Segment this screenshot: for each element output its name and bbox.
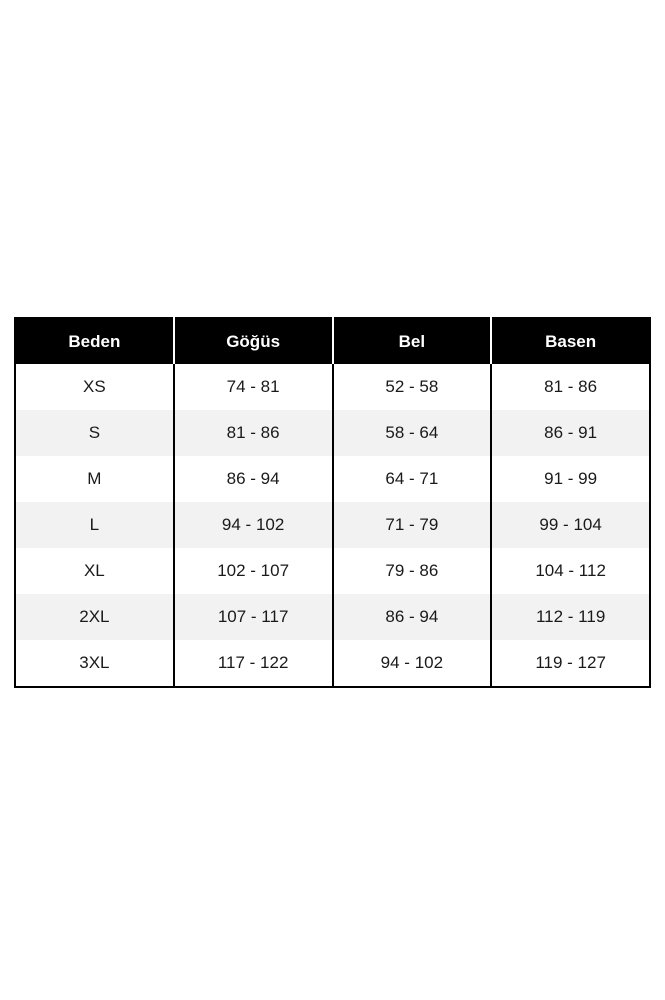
measurement-range: 117 - 122: [172, 640, 334, 688]
size-label: XL: [14, 548, 175, 594]
measurement-range: 91 - 99: [490, 456, 651, 502]
measurement-range: 81 - 86: [490, 364, 651, 410]
size-label: M: [14, 456, 175, 502]
measurement-range: 79 - 86: [331, 548, 493, 594]
measurement-range: 99 - 104: [490, 502, 651, 548]
measurement-range: 58 - 64: [331, 410, 493, 456]
measurement-range: 86 - 94: [331, 594, 493, 640]
size-table: Beden Göğüs Bel Basen XS 74 - 81 52 - 58 81 - …: [14, 317, 651, 688]
measurement-range: 104 - 112: [490, 548, 651, 594]
table-row-xs: XS 74 - 81 52 - 58 81 - 86: [14, 364, 651, 410]
size-label: 3XL: [14, 640, 175, 688]
table-row-l: L 94 - 102 71 - 79 99 - 104: [14, 502, 651, 548]
column-header-bel: Bel: [332, 317, 493, 364]
measurement-range: 107 - 117: [172, 594, 334, 640]
measurement-range: 102 - 107: [172, 548, 334, 594]
measurement-range: 94 - 102: [331, 640, 493, 688]
size-table-header: Beden Göğüs Bel Basen: [14, 317, 651, 364]
column-header-beden: Beden: [14, 317, 175, 364]
size-label: S: [14, 410, 175, 456]
size-label: L: [14, 502, 175, 548]
measurement-range: 81 - 86: [172, 410, 334, 456]
column-header-basen: Basen: [491, 317, 651, 364]
measurement-range: 86 - 94: [172, 456, 334, 502]
size-label: 2XL: [14, 594, 175, 640]
measurement-range: 64 - 71: [331, 456, 493, 502]
table-row-3xl: 3XL 117 - 122 94 - 102 119 - 127: [14, 640, 651, 688]
measurement-range: 94 - 102: [172, 502, 334, 548]
measurement-range: 74 - 81: [172, 364, 334, 410]
header-row: Beden Göğüs Bel Basen: [14, 317, 651, 364]
table-row-2xl: 2XL 107 - 117 86 - 94 112 - 119: [14, 594, 651, 640]
measurement-range: 86 - 91: [490, 410, 651, 456]
table-row-xl: XL 102 - 107 79 - 86 104 - 112: [14, 548, 651, 594]
measurement-range: 119 - 127: [490, 640, 651, 688]
size-label: XS: [14, 364, 175, 410]
size-table-body: XS 74 - 81 52 - 58 81 - 86 S 81 - 86 58 - 64 86…: [14, 364, 651, 688]
table-row-s: S 81 - 86 58 - 64 86 - 91: [14, 410, 651, 456]
measurement-range: 71 - 79: [331, 502, 493, 548]
column-header-g-s: Göğüs: [173, 317, 334, 364]
measurement-range: 112 - 119: [490, 594, 651, 640]
table-row-m: M 86 - 94 64 - 71 91 - 99: [14, 456, 651, 502]
measurement-range: 52 - 58: [331, 364, 493, 410]
